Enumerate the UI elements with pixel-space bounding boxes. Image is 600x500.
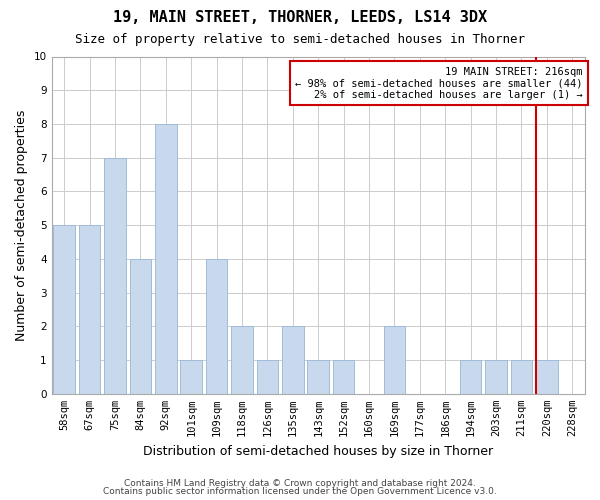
Bar [155, 124, 176, 394]
Bar [53, 225, 75, 394]
Bar [536, 360, 557, 394]
Y-axis label: Number of semi-detached properties: Number of semi-detached properties [15, 110, 28, 341]
Bar [79, 225, 100, 394]
Bar [104, 158, 126, 394]
Bar [511, 360, 532, 394]
Text: Contains HM Land Registry data © Crown copyright and database right 2024.: Contains HM Land Registry data © Crown c… [124, 478, 476, 488]
Bar [485, 360, 507, 394]
Bar [383, 326, 405, 394]
Bar [282, 326, 304, 394]
Bar [206, 259, 227, 394]
Bar [130, 259, 151, 394]
Bar [181, 360, 202, 394]
X-axis label: Distribution of semi-detached houses by size in Thorner: Distribution of semi-detached houses by … [143, 444, 493, 458]
Bar [307, 360, 329, 394]
Bar [333, 360, 355, 394]
Bar [460, 360, 481, 394]
Bar [231, 326, 253, 394]
Text: 19, MAIN STREET, THORNER, LEEDS, LS14 3DX: 19, MAIN STREET, THORNER, LEEDS, LS14 3D… [113, 10, 487, 25]
Bar [257, 360, 278, 394]
Text: Contains public sector information licensed under the Open Government Licence v3: Contains public sector information licen… [103, 487, 497, 496]
Text: 19 MAIN STREET: 216sqm
← 98% of semi-detached houses are smaller (44)
2% of semi: 19 MAIN STREET: 216sqm ← 98% of semi-det… [295, 66, 583, 100]
Text: Size of property relative to semi-detached houses in Thorner: Size of property relative to semi-detach… [75, 32, 525, 46]
